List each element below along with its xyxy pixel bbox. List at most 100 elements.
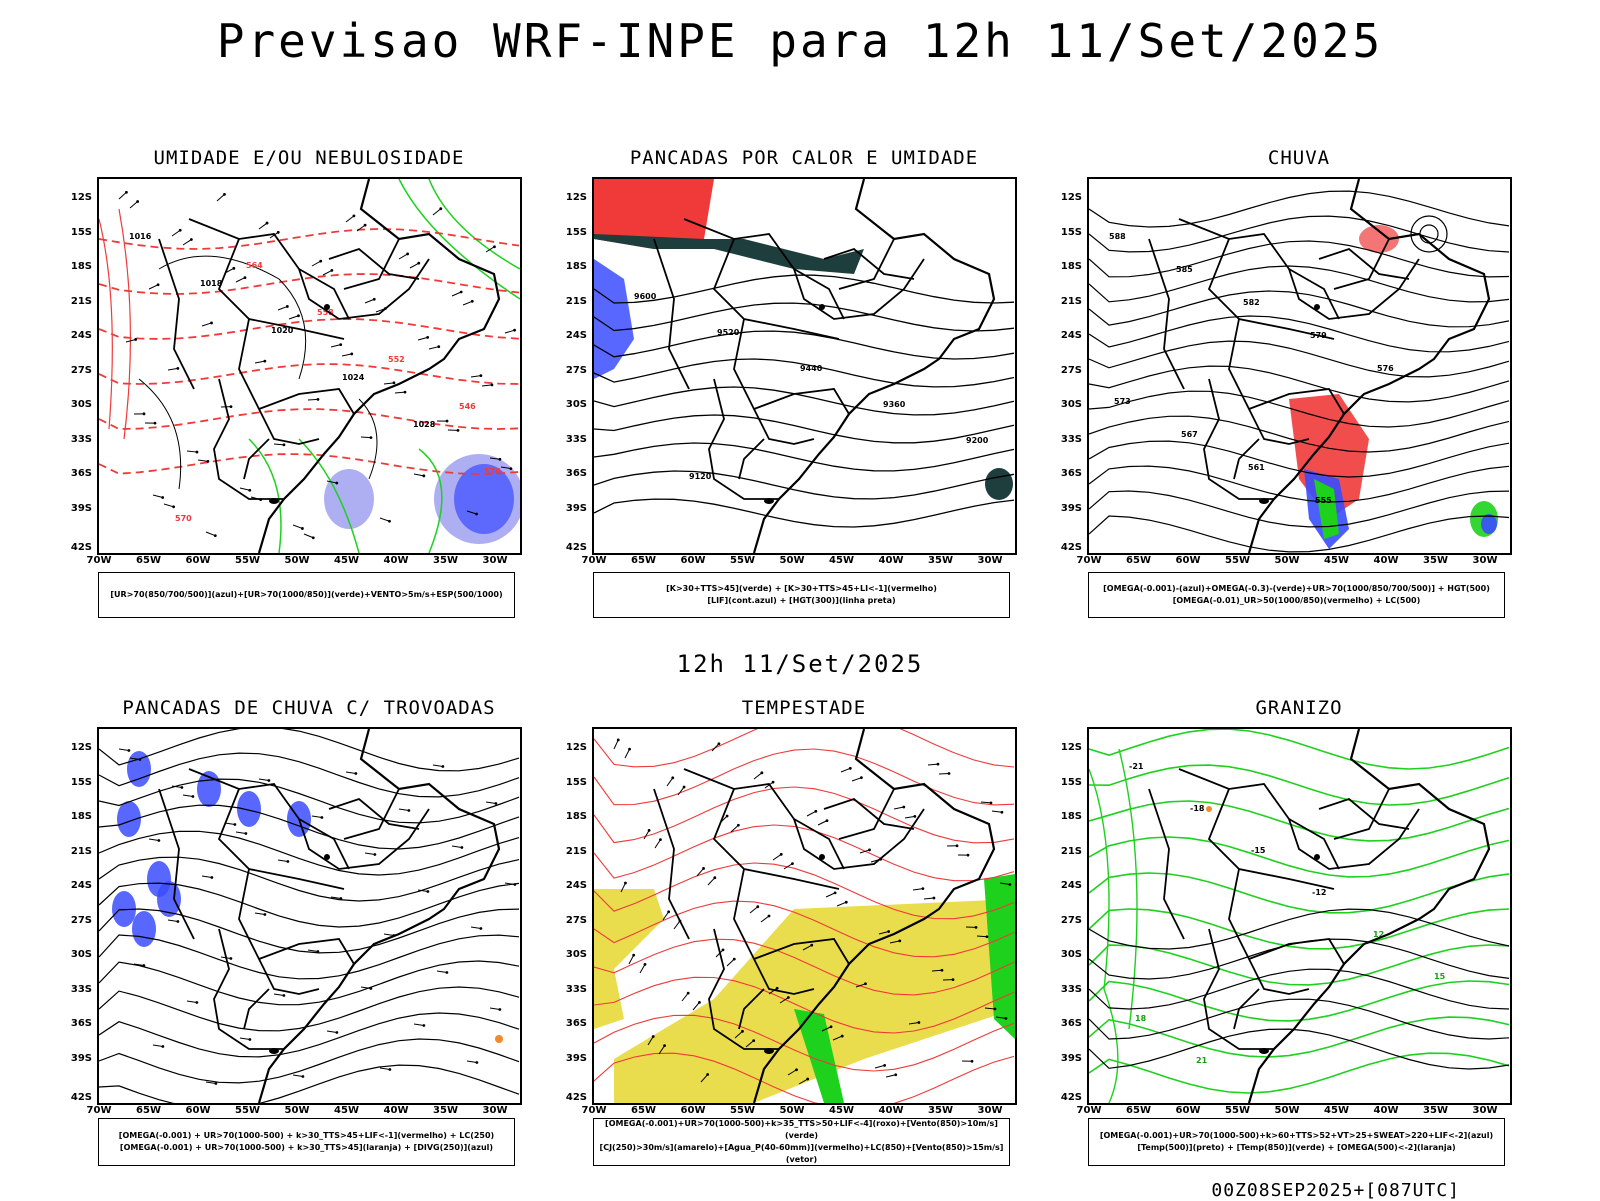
lon-label: 70W [1077, 1105, 1102, 1116]
lon-label: 70W [582, 1105, 607, 1116]
lat-label: 12S [1061, 192, 1082, 203]
panel-6-legend: [OMEGA(-0.001)+UR>70(1000-500)+k>60+TTS>… [1088, 1118, 1505, 1166]
lon-label: 50W [780, 555, 805, 566]
lat-label: 36S [1061, 1018, 1082, 1029]
lat-label: 33S [1061, 984, 1082, 995]
lon-label: 40W [879, 555, 904, 566]
contour-label: 588 [1109, 232, 1126, 241]
lat-label: 39S [1061, 1053, 1082, 1064]
lat-label: 21S [71, 296, 92, 307]
lon-label: 60W [186, 555, 211, 566]
lon-label: 55W [1225, 555, 1250, 566]
lon-label: 55W [730, 555, 755, 566]
lon-label: 50W [285, 1105, 310, 1116]
contour-label: 582 [1243, 298, 1260, 307]
lat-label: 21S [566, 846, 587, 857]
contour-label: 9120 [689, 472, 712, 481]
contour-label: 552 [388, 355, 405, 364]
contour-label: 570 [175, 514, 192, 523]
panel-4-legend-line-2: [OMEGA(-0.001) + UR>70(1000-500) + k>30_… [99, 1142, 514, 1154]
lat-label: 33S [71, 984, 92, 995]
lat-label: 15S [1061, 777, 1082, 788]
lon-label: 50W [1275, 555, 1300, 566]
lat-label: 21S [566, 296, 587, 307]
contour-label: 15 [1434, 972, 1446, 981]
contour-label: 18 [1135, 1014, 1147, 1023]
panel-2-legend: [K>30+TTS>45](verde) + [K>30+TTS>45+LI<-… [593, 572, 1010, 618]
lat-label: 27S [566, 915, 587, 926]
lon-label: 60W [1176, 1105, 1201, 1116]
lon-label: 65W [631, 1105, 656, 1116]
map-canvas [594, 729, 1015, 1103]
lat-label: 33S [566, 434, 587, 445]
lon-label: 70W [1077, 555, 1102, 566]
panel-5-title: TEMPESTADE [592, 697, 1016, 719]
contour-label: 9600 [634, 292, 657, 301]
panel-4-legend-line-1: [OMEGA(-0.001) + UR>70(1000-500) + k>30_… [99, 1130, 514, 1142]
lat-label: 27S [1061, 365, 1082, 376]
lat-label: 27S [71, 915, 92, 926]
panel-3-legend-line-2: [OMEGA(-0.01)_UR>50(1000/850)(vermelho) … [1089, 595, 1504, 607]
panel-5-legend: [OMEGA(-0.001)+UR>70(1000-500)+k>35_TTS>… [593, 1118, 1010, 1166]
lat-label: 39S [71, 503, 92, 514]
lon-label: 60W [186, 1105, 211, 1116]
lat-label: 18S [566, 261, 587, 272]
lat-label: 18S [71, 261, 92, 272]
lat-label: 39S [566, 1053, 587, 1064]
lon-label: 40W [1374, 555, 1399, 566]
lat-label: 30S [1061, 399, 1082, 410]
contour-label: 1024 [342, 373, 365, 382]
lat-label: 12S [71, 192, 92, 203]
panel-1-title: UMIDADE E/OU NEBULOSIDADE [97, 147, 521, 169]
lat-label: 42S [566, 542, 587, 553]
lon-label: 65W [631, 555, 656, 566]
lat-label: 21S [1061, 846, 1082, 857]
panel-6-title: GRANIZO [1087, 697, 1511, 719]
panel-4-title: PANCADAS DE CHUVA C/ TROVOADAS [97, 697, 521, 719]
lon-label: 70W [87, 1105, 112, 1116]
lon-label: 60W [1176, 555, 1201, 566]
lat-label: 24S [71, 880, 92, 891]
lat-label: 18S [1061, 811, 1082, 822]
lon-label: 45W [1324, 1105, 1349, 1116]
lat-label: 30S [1061, 949, 1082, 960]
lon-label: 40W [384, 555, 409, 566]
lon-label: 55W [235, 1105, 260, 1116]
lon-label: 35W [1423, 1105, 1448, 1116]
panel-3-legend-line-1: [OMEGA(-0.001)-(azul)+OMEGA(-0.3)-(verde… [1089, 583, 1504, 595]
contour-label: -18 [1190, 804, 1205, 813]
lon-label: 70W [87, 555, 112, 566]
lon-label: 45W [829, 1105, 854, 1116]
lat-label: 24S [566, 880, 587, 891]
lat-label: 15S [566, 227, 587, 238]
panel-3-title: CHUVA [1087, 147, 1511, 169]
lat-label: 18S [71, 811, 92, 822]
lon-label: 55W [1225, 1105, 1250, 1116]
contour-label: 21 [1196, 1056, 1208, 1065]
panel-4-map [97, 727, 522, 1105]
contour-label: 1028 [413, 420, 436, 429]
lat-label: 27S [71, 365, 92, 376]
lon-label: 40W [1374, 1105, 1399, 1116]
run-timestamp: 00Z08SEP2025+[087UTC] [1211, 1180, 1460, 1201]
lat-label: 30S [566, 949, 587, 960]
lon-label: 50W [285, 555, 310, 566]
lon-label: 45W [334, 555, 359, 566]
lat-label: 30S [71, 949, 92, 960]
lon-label: 30W [483, 1105, 508, 1116]
panel-4-legend: [OMEGA(-0.001) + UR>70(1000-500) + k>30_… [98, 1118, 515, 1166]
lat-label: 24S [566, 330, 587, 341]
contour-label: 573 [1114, 397, 1131, 406]
lon-label: 30W [978, 555, 1003, 566]
lat-label: 36S [71, 1018, 92, 1029]
lat-label: 42S [71, 1092, 92, 1103]
